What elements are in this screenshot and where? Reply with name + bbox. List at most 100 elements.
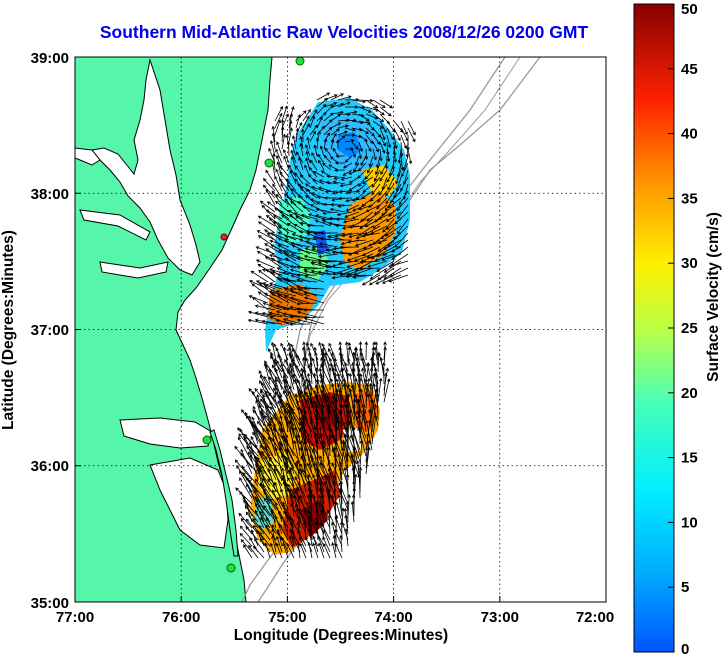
velocity-vector bbox=[351, 426, 361, 457]
velocity-vector bbox=[290, 253, 311, 262]
velocity-vector bbox=[352, 204, 367, 212]
velocity-vector bbox=[290, 241, 311, 248]
velocity-vector bbox=[297, 288, 318, 297]
velocity-vector bbox=[397, 148, 402, 164]
velocity-vector bbox=[332, 408, 337, 439]
velocity-vector bbox=[312, 542, 319, 559]
velocity-vector bbox=[331, 542, 337, 559]
velocity-vector bbox=[358, 341, 363, 361]
velocity-vector bbox=[267, 422, 283, 451]
velocity-vector bbox=[279, 414, 289, 445]
velocity-vector bbox=[256, 230, 276, 241]
velocity-vector bbox=[316, 112, 327, 122]
velocity-vector bbox=[296, 273, 318, 278]
velocity-vector bbox=[394, 232, 409, 248]
velocity-vector bbox=[336, 419, 343, 451]
velocity-vector bbox=[338, 271, 360, 276]
river-rappahannock bbox=[79, 209, 151, 241]
velocity-vector bbox=[290, 200, 304, 213]
velocity-vector bbox=[359, 439, 364, 469]
velocity-vector bbox=[257, 215, 276, 227]
velocity-vector bbox=[308, 213, 325, 220]
chesapeake-bay bbox=[91, 58, 201, 276]
velocity-vector bbox=[262, 302, 283, 311]
velocity-vector bbox=[282, 312, 304, 318]
velocity-vector bbox=[281, 133, 286, 150]
velocity-vector bbox=[361, 232, 381, 238]
velocity-vector bbox=[291, 358, 301, 379]
velocity-vector bbox=[263, 292, 283, 304]
velocity-vector bbox=[333, 453, 337, 481]
velocity-vector bbox=[333, 358, 343, 379]
velocity-vector bbox=[280, 515, 289, 535]
velocity-vector bbox=[254, 388, 271, 409]
velocity-vector bbox=[378, 183, 388, 196]
velocity-vector bbox=[324, 264, 346, 269]
velocity-vector bbox=[302, 205, 318, 213]
velocity-vector bbox=[243, 544, 253, 559]
radar-station-marker[interactable] bbox=[295, 57, 305, 66]
velocity-vector bbox=[286, 178, 297, 192]
velocity-vector bbox=[377, 190, 388, 203]
velocity-vector bbox=[323, 126, 333, 136]
velocity-vector bbox=[305, 150, 311, 164]
velocity-vector bbox=[336, 383, 343, 409]
velocity-vector bbox=[252, 545, 265, 559]
velocity-vector bbox=[336, 372, 343, 397]
velocity-vector bbox=[267, 478, 283, 499]
velocity-vector bbox=[354, 239, 374, 247]
velocity-vector bbox=[344, 110, 358, 115]
velocity-vector bbox=[360, 155, 367, 166]
velocity-vector bbox=[330, 133, 337, 143]
radar-station-marker[interactable] bbox=[202, 435, 212, 445]
velocity-vector bbox=[287, 483, 301, 505]
velocity-vector bbox=[358, 113, 370, 122]
velocity-vector bbox=[303, 308, 325, 312]
velocity-vector bbox=[249, 454, 259, 481]
velocity-vector bbox=[286, 456, 301, 481]
velocity-vector bbox=[312, 535, 319, 553]
velocity-vector bbox=[264, 445, 283, 469]
velocity-vector bbox=[368, 239, 388, 247]
velocity-vector bbox=[316, 92, 331, 101]
velocity-vector bbox=[334, 515, 343, 535]
velocity-vector bbox=[372, 148, 377, 161]
radar-site-marker[interactable] bbox=[220, 233, 228, 241]
radar-station-marker[interactable] bbox=[264, 158, 274, 168]
velocity-vector bbox=[355, 415, 367, 445]
radar-station-marker[interactable] bbox=[226, 563, 236, 573]
velocity-vector bbox=[318, 480, 325, 505]
velocity-vector bbox=[374, 341, 379, 361]
velocity-vector bbox=[255, 259, 276, 269]
velocity-vector bbox=[323, 101, 338, 108]
velocity-vector bbox=[296, 310, 318, 318]
velocity-vector bbox=[381, 204, 395, 217]
pamlico-sound bbox=[149, 457, 229, 549]
velocity-vector bbox=[268, 311, 290, 318]
colorbar-tick-label: 45 bbox=[681, 61, 698, 78]
velocity-vector bbox=[274, 447, 283, 475]
velocity-vector bbox=[317, 153, 325, 164]
velocity-vector bbox=[275, 289, 297, 297]
velocity-vector bbox=[290, 343, 301, 361]
velocity-vector bbox=[269, 140, 276, 157]
velocity-vector bbox=[307, 364, 319, 385]
velocity-vector bbox=[270, 352, 277, 373]
velocity-vector bbox=[265, 209, 283, 220]
velocity-vector bbox=[344, 211, 360, 218]
velocity-vector bbox=[322, 543, 331, 559]
velocity-vector bbox=[368, 274, 388, 286]
velocity-vector bbox=[251, 416, 265, 445]
velocity-vector bbox=[316, 116, 323, 129]
velocity-vector bbox=[296, 379, 307, 403]
velocity-vector bbox=[340, 176, 353, 181]
velocity-vector bbox=[383, 341, 387, 361]
velocity-vector bbox=[365, 382, 369, 409]
velocity-vector bbox=[351, 211, 367, 220]
velocity-vector bbox=[338, 260, 360, 265]
velocity-vector bbox=[338, 488, 349, 511]
velocity-vector bbox=[299, 142, 304, 157]
velocity-vector bbox=[299, 174, 311, 185]
velocity-vector bbox=[275, 148, 283, 164]
